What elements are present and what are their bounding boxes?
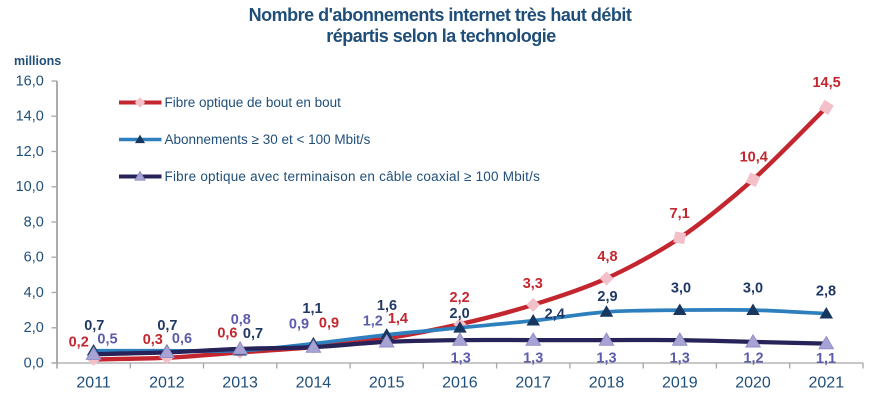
svg-text:3,0: 3,0 <box>743 281 763 297</box>
svg-text:14,5: 14,5 <box>812 75 840 91</box>
svg-text:2018: 2018 <box>589 375 625 392</box>
svg-text:2020: 2020 <box>735 375 771 392</box>
svg-text:1,3: 1,3 <box>523 350 543 366</box>
svg-text:1,3: 1,3 <box>670 350 690 366</box>
svg-text:2017: 2017 <box>515 375 551 392</box>
svg-text:2011: 2011 <box>76 375 111 392</box>
svg-text:Fibre optique avec terminaison: Fibre optique avec terminaison en câble … <box>165 169 541 184</box>
svg-text:1,2: 1,2 <box>743 351 763 367</box>
svg-text:Fibre optique de bout en bout: Fibre optique de bout en bout <box>165 95 342 110</box>
svg-text:1,3: 1,3 <box>596 350 616 366</box>
svg-text:0,2: 0,2 <box>69 334 89 350</box>
svg-text:6,0: 6,0 <box>24 250 44 266</box>
svg-text:0,7: 0,7 <box>84 318 104 334</box>
svg-text:0,6: 0,6 <box>172 331 192 347</box>
svg-text:8,0: 8,0 <box>24 214 44 230</box>
svg-text:2016: 2016 <box>442 375 478 392</box>
svg-text:2,0: 2,0 <box>450 306 470 322</box>
svg-text:10,0: 10,0 <box>16 179 44 195</box>
svg-text:0,9: 0,9 <box>289 317 309 333</box>
svg-text:0,9: 0,9 <box>319 316 339 332</box>
svg-text:3,0: 3,0 <box>671 281 691 297</box>
svg-text:Abonnements ≥ 30 et < 100 Mbit: Abonnements ≥ 30 et < 100 Mbit/s <box>165 132 371 147</box>
svg-text:2021: 2021 <box>809 375 845 392</box>
svg-text:2019: 2019 <box>662 375 698 392</box>
svg-text:4,0: 4,0 <box>24 285 44 301</box>
svg-text:0,0: 0,0 <box>24 355 44 371</box>
svg-text:12,0: 12,0 <box>16 144 44 160</box>
svg-text:1,3: 1,3 <box>451 350 471 366</box>
svg-text:2,8: 2,8 <box>816 284 836 300</box>
svg-text:0,6: 0,6 <box>217 326 237 342</box>
svg-text:Nombre d'abonnements internet: Nombre d'abonnements internet très haut … <box>249 5 632 25</box>
svg-text:7,1: 7,1 <box>670 206 690 222</box>
svg-text:10,4: 10,4 <box>740 149 768 165</box>
svg-text:16,0: 16,0 <box>16 73 44 89</box>
svg-text:0,7: 0,7 <box>157 318 177 334</box>
svg-text:2,2: 2,2 <box>450 290 470 306</box>
svg-text:2,0: 2,0 <box>24 320 44 336</box>
svg-text:1,6: 1,6 <box>377 298 397 314</box>
svg-text:répartis selon la technologie: répartis selon la technologie <box>326 26 556 46</box>
svg-text:0,8: 0,8 <box>231 312 251 328</box>
svg-text:1,1: 1,1 <box>816 351 836 367</box>
svg-text:2,9: 2,9 <box>597 289 617 305</box>
svg-text:1,4: 1,4 <box>388 311 408 327</box>
svg-text:1,2: 1,2 <box>363 313 383 329</box>
svg-text:3,3: 3,3 <box>523 276 543 292</box>
svg-text:0,7: 0,7 <box>243 326 263 342</box>
svg-text:2,4: 2,4 <box>545 307 565 323</box>
svg-text:14,0: 14,0 <box>16 109 44 125</box>
svg-text:0,3: 0,3 <box>143 332 163 348</box>
svg-text:0,5: 0,5 <box>97 332 117 348</box>
svg-text:2015: 2015 <box>369 375 405 392</box>
svg-text:millions: millions <box>14 54 61 68</box>
svg-text:2013: 2013 <box>222 375 258 392</box>
svg-text:4,8: 4,8 <box>597 249 617 265</box>
svg-text:1,1: 1,1 <box>302 301 322 317</box>
svg-text:2014: 2014 <box>296 375 332 392</box>
svg-text:2012: 2012 <box>149 375 185 392</box>
